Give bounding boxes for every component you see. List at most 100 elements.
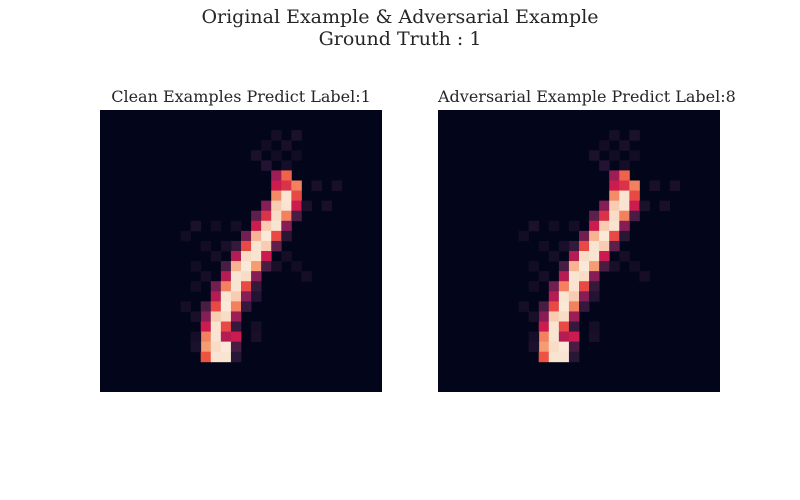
heatmap-pixel: [599, 140, 610, 151]
heatmap-pixel: [220, 261, 232, 272]
heatmap-pixel: [599, 220, 610, 232]
heatmap-pixel: [200, 301, 212, 312]
heatmap-pixel: [579, 230, 590, 242]
heatmap-pixel: [528, 341, 540, 353]
heatmap-pixel: [609, 240, 620, 252]
heatmap-pixel: [538, 271, 550, 282]
heatmap-pixel: [568, 291, 580, 302]
heatmap-pixel: [291, 130, 302, 141]
heatmap-pixel: [230, 301, 242, 312]
heatmap-pixel: [619, 200, 630, 212]
heatmap-pixel: [538, 240, 550, 252]
heatmap-pixel: [589, 271, 600, 282]
heatmap-pixel: [200, 240, 212, 252]
heatmap-pixel: [210, 301, 222, 312]
heatmap-pixel: [230, 251, 242, 262]
heatmap-pixel: [538, 311, 550, 322]
heatmap-pixel: [291, 210, 302, 222]
heatmap-pixel: [241, 261, 252, 272]
heatmap-pixel: [548, 341, 560, 353]
heatmap-pixel: [579, 291, 590, 302]
heatmap-pixel: [609, 220, 620, 232]
heatmap-pixel: [558, 291, 570, 302]
heatmap-pixel: [548, 220, 560, 232]
heatmap-pixel: [579, 261, 590, 272]
heatmap-pixel: [271, 130, 282, 141]
heatmap-pixel: [538, 341, 550, 353]
heatmap-pixel: [291, 200, 302, 212]
heatmap-pixel: [568, 341, 580, 353]
heatmap-pixel: [599, 240, 610, 252]
heatmap-pixel: [589, 321, 600, 332]
heatmap-pixel: [599, 230, 610, 242]
heatmap-pixel: [230, 220, 242, 232]
heatmap-pixel: [220, 291, 232, 302]
heatmap-pixel: [579, 251, 590, 262]
heatmap-pixel: [321, 200, 333, 212]
heatmap-pixel: [568, 220, 580, 232]
heatmap-pixel: [609, 190, 620, 202]
heatmap-pixel: [230, 291, 242, 302]
heatmap-pixel: [558, 351, 570, 363]
heatmap-pixel: [281, 180, 292, 191]
heatmap-pixel: [230, 331, 242, 343]
figure-subtitle: Ground Truth : 1: [318, 28, 482, 50]
heatmap-pixel: [589, 261, 600, 272]
heatmap-pixel: [629, 261, 640, 272]
heatmap-pixel: [261, 220, 272, 232]
heatmap-pixel: [210, 220, 222, 232]
heatmap-pixel: [251, 321, 262, 332]
heatmap-pixel: [629, 200, 640, 212]
heatmap-pixel: [271, 200, 282, 212]
heatmap-pixel: [190, 261, 202, 272]
clean-example-title: Clean Examples Predict Label:1: [111, 87, 371, 106]
heatmap-pixel: [261, 210, 272, 222]
heatmap-pixel: [589, 230, 600, 242]
heatmap-pixel: [568, 301, 580, 312]
heatmap-pixel: [619, 210, 630, 222]
heatmap-pixel: [251, 271, 262, 282]
heatmap-pixel: [589, 331, 600, 343]
heatmap-pixel: [261, 240, 272, 252]
heatmap-pixel: [251, 220, 262, 232]
heatmap-pixel: [558, 271, 570, 282]
heatmap-pixel: [609, 200, 620, 212]
heatmap-pixel: [558, 331, 570, 343]
heatmap-pixel: [190, 331, 202, 343]
heatmap-pixel: [220, 351, 232, 363]
heatmap-pixel: [271, 180, 282, 191]
heatmap-pixel: [558, 341, 570, 353]
heatmap-pixel: [230, 321, 242, 332]
heatmap-pixel: [200, 351, 212, 363]
heatmap-pixel: [251, 261, 262, 272]
heatmap-pixel: [619, 170, 630, 181]
heatmap-pixel: [271, 210, 282, 222]
heatmap-pixel: [579, 271, 590, 282]
heatmap-pixel: [210, 311, 222, 322]
heatmap-pixel: [241, 291, 252, 302]
clean-example-panel: Clean Examples Predict Label:1: [100, 88, 382, 392]
heatmap-pixel: [629, 210, 640, 222]
heatmap-pixel: [639, 271, 650, 282]
heatmap-pixel: [271, 220, 282, 232]
heatmap-pixel: [261, 230, 272, 242]
heatmap-pixel: [619, 160, 630, 171]
heatmap-pixel: [629, 130, 640, 141]
heatmap-pixel: [281, 220, 292, 232]
adversarial-example-heatmap: [438, 110, 720, 392]
heatmap-pixel: [619, 230, 630, 242]
heatmap-pixel: [261, 200, 272, 212]
heatmap-pixel: [548, 311, 560, 322]
heatmap-pixel: [568, 240, 580, 252]
heatmap-pixel: [518, 301, 530, 312]
heatmap-pixel: [649, 180, 660, 191]
heatmap-pixel: [589, 251, 600, 262]
heatmap-pixel: [599, 200, 610, 212]
figure-title: Original Example & Adversarial Example: [201, 6, 599, 28]
heatmap-pixel: [579, 301, 590, 312]
heatmap-pixel: [190, 311, 202, 322]
heatmap-pixel: [180, 230, 192, 242]
heatmap-pixel: [558, 281, 570, 292]
heatmap-pixel: [230, 261, 242, 272]
heatmap-pixel: [568, 251, 580, 262]
